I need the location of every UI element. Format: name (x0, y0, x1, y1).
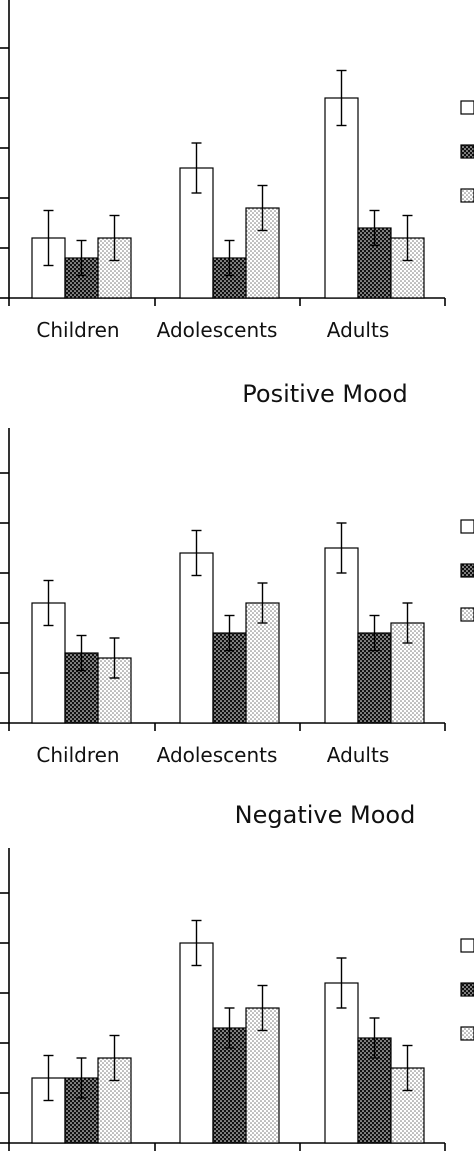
chart-title: Positive Mood (242, 380, 407, 408)
legend-swatch-3 (460, 188, 474, 203)
chart-panel-1: Children Adolescents Adults (0, 0, 474, 342)
category-label: Adults (327, 318, 390, 342)
legend-swatch-1 (460, 519, 474, 534)
category-label: Adolescents (157, 318, 278, 342)
legend-swatch-2 (460, 144, 474, 159)
bar-series-3-adolescents (245, 1007, 280, 1144)
legend-swatch-3 (460, 1026, 474, 1041)
legend-swatch-2 (460, 982, 474, 997)
category-label: Adults (327, 743, 390, 767)
category-label: Children (36, 318, 119, 342)
category-label: Adolescents (157, 743, 278, 767)
legend-swatch-2 (460, 563, 474, 578)
legend-swatch-1 (460, 938, 474, 953)
chart-panel-3: Negative Mood (0, 801, 474, 1151)
bar-series-1-adolescents (179, 942, 214, 1144)
bar-series-1-adults (324, 547, 359, 724)
legend-swatch-1 (460, 100, 474, 115)
chart-panel-2: Positive Mood Children Adolescents Adults (0, 380, 474, 767)
category-label: Children (36, 743, 119, 767)
chart-title: Negative Mood (235, 801, 416, 829)
bar-series-1-adolescents (179, 552, 214, 724)
bar-series-1-adults (324, 97, 359, 299)
legend-swatch-3 (460, 607, 474, 622)
